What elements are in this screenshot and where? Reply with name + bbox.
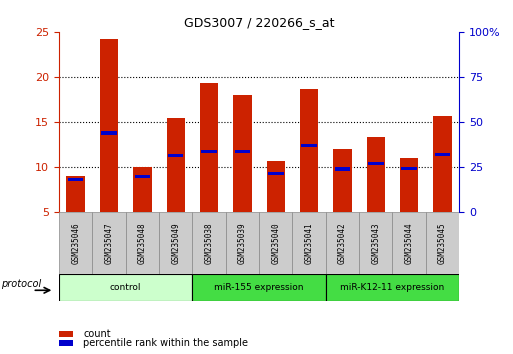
Bar xyxy=(300,89,318,212)
Text: miR-K12-11 expression: miR-K12-11 expression xyxy=(340,283,445,292)
Bar xyxy=(368,162,384,165)
Text: GSM235041: GSM235041 xyxy=(305,223,313,264)
Bar xyxy=(234,150,250,154)
Text: GSM235044: GSM235044 xyxy=(405,223,413,264)
Bar xyxy=(333,149,351,212)
Bar xyxy=(326,274,459,301)
Bar xyxy=(259,212,292,274)
Bar xyxy=(267,161,285,212)
Text: control: control xyxy=(110,283,142,292)
Bar xyxy=(226,212,259,274)
Text: GSM235040: GSM235040 xyxy=(271,223,280,264)
Bar xyxy=(134,175,150,178)
Bar xyxy=(159,212,192,274)
Bar xyxy=(367,137,385,212)
Bar xyxy=(334,167,350,171)
Bar xyxy=(126,212,159,274)
Bar xyxy=(392,212,426,274)
Text: count: count xyxy=(83,329,111,339)
Bar xyxy=(167,118,185,212)
Bar xyxy=(59,340,73,346)
Text: GSM235038: GSM235038 xyxy=(205,223,213,264)
Bar xyxy=(59,331,73,337)
Bar xyxy=(201,150,217,154)
Text: GSM235045: GSM235045 xyxy=(438,223,447,264)
Bar xyxy=(233,95,251,212)
Bar xyxy=(359,212,392,274)
Bar xyxy=(435,153,450,156)
Text: GSM235047: GSM235047 xyxy=(105,223,113,264)
Text: GSM235043: GSM235043 xyxy=(371,223,380,264)
Bar xyxy=(68,178,84,182)
Bar xyxy=(326,212,359,274)
Bar xyxy=(268,172,284,175)
Bar xyxy=(59,274,192,301)
Bar xyxy=(168,154,184,157)
Bar xyxy=(133,167,151,212)
Bar xyxy=(426,212,459,274)
Text: GSM235042: GSM235042 xyxy=(338,223,347,264)
Text: GSM235049: GSM235049 xyxy=(171,223,180,264)
Bar xyxy=(67,176,85,212)
Bar xyxy=(192,274,326,301)
Text: GSM235039: GSM235039 xyxy=(238,223,247,264)
Bar xyxy=(59,212,92,274)
Bar xyxy=(92,212,126,274)
Text: protocol: protocol xyxy=(1,279,42,289)
Bar xyxy=(192,212,226,274)
Title: GDS3007 / 220266_s_at: GDS3007 / 220266_s_at xyxy=(184,16,334,29)
Bar xyxy=(200,83,218,212)
Bar xyxy=(101,131,117,135)
Text: GSM235048: GSM235048 xyxy=(138,223,147,264)
Text: miR-155 expression: miR-155 expression xyxy=(214,283,304,292)
Bar xyxy=(401,167,417,170)
Text: percentile rank within the sample: percentile rank within the sample xyxy=(83,338,248,348)
Bar xyxy=(100,39,118,212)
Bar xyxy=(400,158,418,212)
Text: GSM235046: GSM235046 xyxy=(71,223,80,264)
Bar xyxy=(292,212,326,274)
Bar xyxy=(433,116,451,212)
Bar xyxy=(301,144,317,147)
